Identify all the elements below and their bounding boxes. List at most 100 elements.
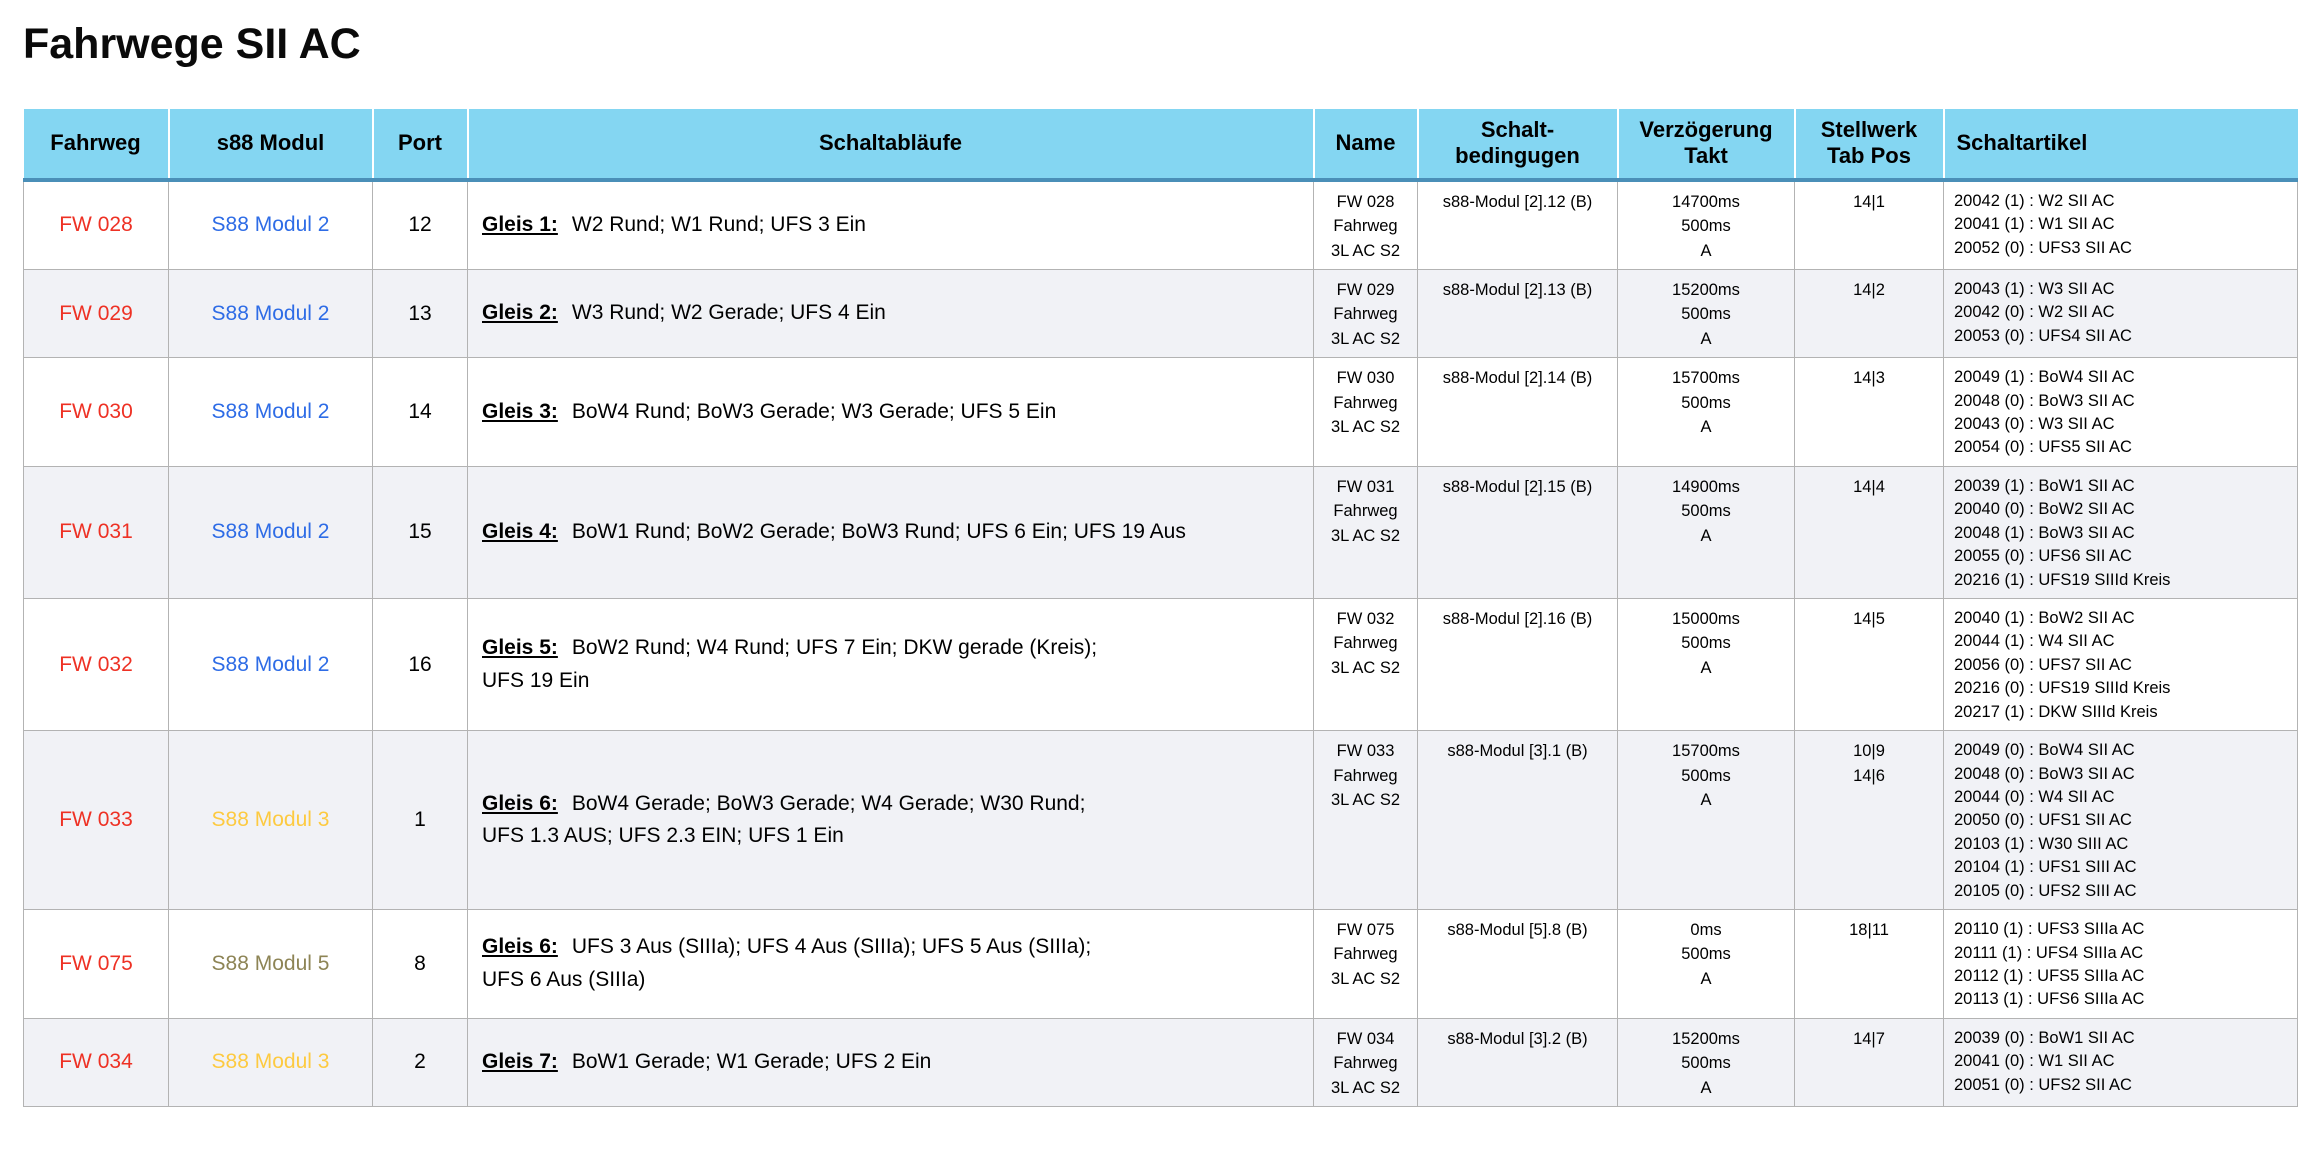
name-cell: FW 033 Fahrweg 3L AC S2 <box>1313 730 1418 911</box>
port-cell: 13 <box>372 268 468 359</box>
gleis-label: Gleis 7: <box>482 1050 558 1074</box>
table-body: FW 028 S88 Modul 2 12 Gleis 1: W2 Rund; W1 R… <box>23 179 2298 1107</box>
column-header-ablauf: Schaltabläufe <box>466 109 1314 180</box>
port-cell: 14 <box>372 357 468 467</box>
table-row: FW 028 S88 Modul 2 12 Gleis 1: W2 Rund; W1 R… <box>23 179 2298 270</box>
table-header: Fahrweg s88 Modul Port Schaltabläufe Name Sch… <box>23 109 2298 180</box>
verzoegerung-cell: 14700ms 500ms A <box>1617 179 1795 270</box>
schaltbedingungen-cell: s88-Modul [2].13 (B) <box>1417 268 1618 359</box>
stellwerk-cell: 18|11 <box>1794 909 1944 1019</box>
table-row: FW 034 S88 Modul 3 2 Gleis 7: BoW1 Gerade; W… <box>23 1017 2298 1107</box>
verzoegerung-cell: 0ms 500ms A <box>1617 909 1795 1019</box>
schaltablaeufe-cell: Gleis 1: W2 Rund; W1 Rund; UFS 3 Ein <box>467 179 1314 270</box>
schaltablaeufe-cell: Gleis 6: BoW4 Gerade; BoW3 Gerade; W4 Ger… <box>467 730 1314 911</box>
column-header-fahrweg: Fahrweg <box>23 109 169 180</box>
schaltablaeufe-cell: Gleis 4: BoW1 Rund; BoW2 Gerade; BoW3 Run… <box>467 465 1314 600</box>
schaltbedingungen-cell: s88-Modul [2].12 (B) <box>1417 179 1618 270</box>
schaltartikel-cell: 20110 (1) : UFS3 SIIIa AC 20111 (1) : UF… <box>1943 909 2298 1019</box>
table-row: FW 030 S88 Modul 2 14 Gleis 3: BoW4 Rund; Bo… <box>23 357 2298 467</box>
schaltbedingungen-cell: s88-Modul [5].8 (B) <box>1417 909 1618 1019</box>
schaltablauf-text: BoW1 Gerade; W1 Gerade; UFS 2 Ein <box>571 1050 932 1074</box>
fahrweg-cell: FW 031 <box>23 465 169 600</box>
s88-modul-cell: S88 Modul 2 <box>168 465 373 600</box>
s88-modul-cell: S88 Modul 2 <box>168 357 373 467</box>
fahrweg-cell: FW 029 <box>23 268 169 359</box>
s88-modul-cell: S88 Modul 2 <box>168 268 373 359</box>
schaltbedingungen-cell: s88-Modul [2].14 (B) <box>1417 357 1618 467</box>
schaltablauf-text: BoW4 Rund; BoW3 Gerade; W3 Gerade; UFS 5… <box>571 399 1057 423</box>
gleis-label: Gleis 6: <box>482 935 558 959</box>
port-cell: 15 <box>372 465 468 600</box>
verzoegerung-cell: 15700ms 500ms A <box>1617 730 1795 911</box>
table-row: FW 075 S88 Modul 5 8 Gleis 6: UFS 3 Aus (SII… <box>23 909 2298 1019</box>
fahrwege-table: Fahrweg s88 Modul Port Schaltabläufe Name Sch… <box>23 109 2298 1107</box>
table-row: FW 029 S88 Modul 2 13 Gleis 2: W3 Rund; W2 G… <box>23 268 2298 359</box>
port-cell: 2 <box>372 1017 468 1107</box>
schaltbedingungen-cell: s88-Modul [3].1 (B) <box>1417 730 1618 911</box>
s88-modul-cell: S88 Modul 3 <box>168 1017 373 1107</box>
s88-modul-cell: S88 Modul 2 <box>168 598 373 732</box>
column-header-beding: Schalt- bedingugen <box>1416 109 1618 180</box>
stellwerk-cell: 14|1 <box>1794 179 1944 270</box>
column-header-name: Name <box>1312 109 1418 180</box>
fahrweg-cell: FW 030 <box>23 357 169 467</box>
schaltablauf-text: W3 Rund; W2 Gerade; UFS 4 Ein <box>571 301 886 325</box>
column-header-stellwerk: Stellwerk Tab Pos <box>1793 109 1944 180</box>
name-cell: FW 075 Fahrweg 3L AC S2 <box>1313 909 1418 1019</box>
port-cell: 1 <box>372 730 468 911</box>
stellwerk-cell: 14|5 <box>1794 598 1944 732</box>
fahrweg-cell: FW 032 <box>23 598 169 732</box>
schaltartikel-cell: 20043 (1) : W3 SII AC 20042 (0) : W2 SII… <box>1943 268 2298 359</box>
name-cell: FW 030 Fahrweg 3L AC S2 <box>1313 357 1418 467</box>
column-header-modul: s88 Modul <box>167 109 373 180</box>
schaltartikel-cell: 20042 (1) : W2 SII AC 20041 (1) : W1 SII… <box>1943 179 2298 270</box>
fahrweg-cell: FW 075 <box>23 909 169 1019</box>
schaltbedingungen-cell: s88-Modul [3].2 (B) <box>1417 1017 1618 1107</box>
column-header-verz: Verzögerung Takt <box>1616 109 1795 180</box>
schaltartikel-cell: 20049 (1) : BoW4 SII AC 20048 (0) : BoW3… <box>1943 357 2298 467</box>
stellwerk-cell: 10|9 14|6 <box>1794 730 1944 911</box>
schaltablaeufe-cell: Gleis 5: BoW2 Rund; W4 Rund; UFS 7 Ein; D… <box>467 598 1314 732</box>
schaltartikel-cell: 20040 (1) : BoW2 SII AC 20044 (1) : W4 S… <box>1943 598 2298 732</box>
gleis-label: Gleis 4: <box>482 520 558 544</box>
s88-modul-cell: S88 Modul 5 <box>168 909 373 1019</box>
verzoegerung-cell: 15200ms 500ms A <box>1617 268 1795 359</box>
gleis-label: Gleis 1: <box>482 213 558 237</box>
stellwerk-cell: 14|7 <box>1794 1017 1944 1107</box>
gleis-label: Gleis 5: <box>482 636 558 660</box>
schaltablauf-text: W2 Rund; W1 Rund; UFS 3 Ein <box>571 213 866 237</box>
verzoegerung-cell: 15200ms 500ms A <box>1617 1017 1795 1107</box>
schaltartikel-cell: 20039 (0) : BoW1 SII AC 20041 (0) : W1 S… <box>1943 1017 2298 1107</box>
name-cell: FW 029 Fahrweg 3L AC S2 <box>1313 268 1418 359</box>
stellwerk-cell: 14|3 <box>1794 357 1944 467</box>
port-cell: 8 <box>372 909 468 1019</box>
table-row: FW 031 S88 Modul 2 15 Gleis 4: BoW1 Rund; Bo… <box>23 465 2298 600</box>
column-header-artikel: Schaltartikel <box>1942 109 2298 180</box>
name-cell: FW 028 Fahrweg 3L AC S2 <box>1313 179 1418 270</box>
name-cell: FW 031 Fahrweg 3L AC S2 <box>1313 465 1418 600</box>
s88-modul-cell: S88 Modul 3 <box>168 730 373 911</box>
schaltablaeufe-cell: Gleis 7: BoW1 Gerade; W1 Gerade; UFS 2 Ei… <box>467 1017 1314 1107</box>
schaltartikel-cell: 20039 (1) : BoW1 SII AC 20040 (0) : BoW2… <box>1943 465 2298 600</box>
fahrweg-cell: FW 034 <box>23 1017 169 1107</box>
name-cell: FW 034 Fahrweg 3L AC S2 <box>1313 1017 1418 1107</box>
schaltablaeufe-cell: Gleis 3: BoW4 Rund; BoW3 Gerade; W3 Gerad… <box>467 357 1314 467</box>
fahrweg-cell: FW 028 <box>23 179 169 270</box>
header-row: Fahrweg s88 Modul Port Schaltabläufe Name Sch… <box>23 109 2298 180</box>
gleis-label: Gleis 2: <box>482 301 558 325</box>
verzoegerung-cell: 14900ms 500ms A <box>1617 465 1795 600</box>
stellwerk-cell: 14|4 <box>1794 465 1944 600</box>
name-cell: FW 032 Fahrweg 3L AC S2 <box>1313 598 1418 732</box>
s88-modul-cell: S88 Modul 2 <box>168 179 373 270</box>
verzoegerung-cell: 15700ms 500ms A <box>1617 357 1795 467</box>
schaltablauf-text: BoW1 Rund; BoW2 Gerade; BoW3 Rund; UFS 6… <box>571 520 1186 544</box>
schaltablaeufe-cell: Gleis 2: W3 Rund; W2 Gerade; UFS 4 Ein <box>467 268 1314 359</box>
schaltbedingungen-cell: s88-Modul [2].16 (B) <box>1417 598 1618 732</box>
schaltablauf-text: BoW2 Rund; W4 Rund; UFS 7 Ein; DKW gerad… <box>482 636 1098 692</box>
table-row: FW 032 S88 Modul 2 16 Gleis 5: BoW2 Rund; W4… <box>23 598 2298 732</box>
schaltablauf-text: UFS 3 Aus (SIIIa); UFS 4 Aus (SIIIa); UF… <box>482 935 1092 991</box>
table-row: FW 033 S88 Modul 3 1 Gleis 6: BoW4 Gerade; B… <box>23 730 2298 911</box>
schaltablauf-text: BoW4 Gerade; BoW3 Gerade; W4 Gerade; W30… <box>482 791 1086 848</box>
stellwerk-cell: 14|2 <box>1794 268 1944 359</box>
